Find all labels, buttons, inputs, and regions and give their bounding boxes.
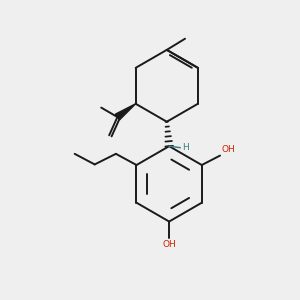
Text: OH: OH <box>221 146 235 154</box>
Polygon shape <box>115 104 136 120</box>
Text: OH: OH <box>162 240 176 249</box>
Text: H: H <box>182 143 189 152</box>
